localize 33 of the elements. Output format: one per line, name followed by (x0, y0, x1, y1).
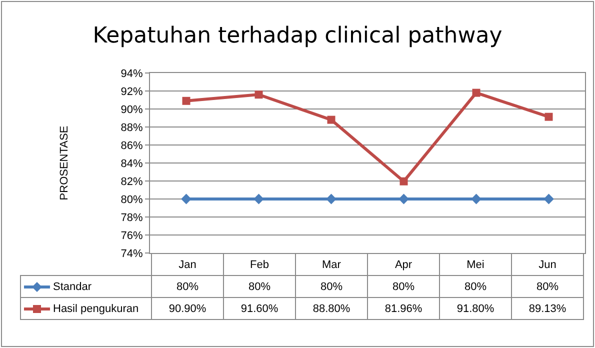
legend-label: Standar (53, 280, 92, 292)
data-label: 80% (440, 276, 512, 298)
data-label: 80% (152, 276, 224, 298)
data-label: 80% (368, 276, 440, 298)
x-tick-label: Apr (368, 254, 440, 276)
data-label: 81.96% (368, 298, 440, 320)
data-label: 91.60% (224, 298, 296, 320)
data-label: 80% (224, 276, 296, 298)
x-tick-label: Feb (224, 254, 296, 276)
data-label: 80% (512, 276, 584, 298)
y-tick-label: 92% (120, 86, 144, 98)
x-tick-label: Jan (152, 254, 224, 276)
data-label: 89.13% (512, 298, 584, 320)
y-tick-label: 76% (120, 230, 144, 242)
chart-title: Kepatuhan terhadap clinical pathway (92, 24, 502, 48)
y-tick-label: 94% (120, 68, 144, 80)
y-tick-label: 88% (120, 122, 144, 134)
y-tick-label: 80% (120, 194, 144, 206)
y-tick-label: 86% (120, 140, 144, 152)
legend-label: Hasil pengukuran (53, 302, 139, 314)
data-label: 91.80% (440, 298, 512, 320)
y-axis-title: PROSENTASE (58, 126, 70, 200)
y-tick-label: 90% (120, 104, 144, 116)
y-tick-label: 74% (120, 248, 144, 260)
x-tick-label: Mar (296, 254, 368, 276)
x-tick-label: Jun (512, 254, 584, 276)
data-label: 88.80% (296, 298, 368, 320)
data-label: 80% (296, 276, 368, 298)
y-tick-label: 84% (120, 158, 144, 170)
data-label: 90.90% (152, 298, 224, 320)
x-tick-label: Mei (440, 254, 512, 276)
y-tick-label: 78% (120, 212, 144, 224)
y-tick-label: 82% (120, 176, 144, 188)
